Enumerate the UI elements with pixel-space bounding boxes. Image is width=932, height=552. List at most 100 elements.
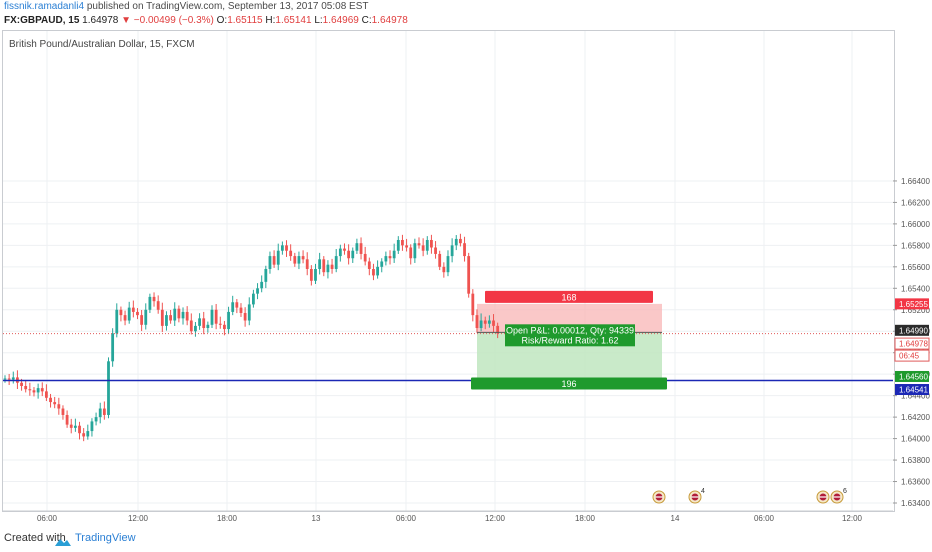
candle bbox=[450, 238, 454, 263]
candle bbox=[372, 263, 375, 281]
publish-text: published on TradingView.com, September … bbox=[86, 1, 369, 12]
ohlc-bar: FX:GBPAUD, 15 1.64978 ▼ −0.00499 (−0.3%)… bbox=[4, 15, 408, 26]
stop-label-bg bbox=[485, 290, 653, 303]
axis-current-tag-bg bbox=[894, 337, 930, 350]
event-marker: 6 bbox=[830, 488, 847, 504]
candle bbox=[165, 311, 168, 331]
author-link[interactable]: fissnik.ramadanli4 bbox=[4, 1, 85, 12]
axis-entry-tag-bg bbox=[895, 324, 929, 336]
candle bbox=[434, 241, 437, 259]
candle bbox=[347, 244, 351, 265]
candle-body bbox=[78, 425, 81, 434]
candle-body bbox=[442, 266, 446, 273]
flag-icon-stripe bbox=[691, 496, 699, 498]
candle bbox=[173, 302, 177, 326]
candle bbox=[413, 238, 417, 263]
candle bbox=[351, 247, 355, 263]
candle bbox=[309, 265, 313, 286]
x-tick-label: 14 bbox=[671, 514, 680, 523]
axis-stop-tag-bg bbox=[895, 298, 929, 310]
tradingview-link[interactable]: TradingView bbox=[75, 532, 136, 544]
grid-lines bbox=[3, 31, 893, 511]
candle-body bbox=[24, 385, 28, 390]
candle bbox=[119, 306, 123, 322]
candle-body bbox=[49, 397, 52, 403]
candle-body bbox=[492, 320, 495, 326]
x-tick-label: 06:00 bbox=[396, 514, 417, 523]
candle bbox=[343, 243, 346, 255]
candle bbox=[11, 371, 15, 384]
pnl-text: Open P&L: 0.00012, Qty: 94339 bbox=[506, 325, 634, 335]
open-label: O: bbox=[216, 15, 228, 26]
candle-body bbox=[173, 308, 177, 321]
event-marker: 4 bbox=[688, 488, 705, 504]
candle-body bbox=[90, 421, 94, 432]
candle bbox=[202, 311, 206, 335]
axis-countdown-tag: 06:45 bbox=[894, 349, 930, 362]
candle bbox=[483, 316, 487, 330]
candle-body bbox=[376, 266, 379, 276]
candle bbox=[144, 303, 148, 330]
candle bbox=[355, 238, 359, 254]
y-axis: 1.66400 1.66200 1.66000 1.65800 1.65600 1.654… bbox=[893, 177, 930, 508]
candle-body bbox=[355, 243, 359, 251]
candle-body bbox=[165, 315, 168, 326]
price-change: −0.00499 (−0.3%) bbox=[133, 15, 214, 26]
candle-body bbox=[487, 320, 491, 324]
candle bbox=[86, 424, 90, 440]
candle-body bbox=[148, 296, 152, 310]
candle bbox=[401, 234, 404, 251]
candle bbox=[479, 313, 483, 332]
candle bbox=[243, 307, 247, 327]
candle-body bbox=[82, 433, 86, 437]
candle-body bbox=[115, 309, 119, 334]
candle-body bbox=[285, 245, 288, 251]
candle bbox=[252, 289, 255, 308]
candle-body bbox=[459, 238, 462, 244]
candle bbox=[421, 238, 425, 257]
candle bbox=[210, 305, 214, 329]
axis-current-tag: 1.64978 bbox=[894, 337, 930, 350]
y-tick-label: 1.64400 bbox=[901, 392, 930, 401]
candle bbox=[305, 252, 309, 276]
candle bbox=[78, 421, 81, 440]
axis-current-tag-text: 1.64978 bbox=[899, 340, 928, 349]
close-value: 1.64978 bbox=[371, 15, 408, 26]
axis-target-tag: 1.64560 bbox=[895, 370, 929, 382]
candle bbox=[318, 252, 322, 275]
candle bbox=[127, 301, 131, 324]
candle-body bbox=[202, 318, 206, 329]
candle-body bbox=[260, 281, 264, 289]
x-tick-label: 12:00 bbox=[128, 514, 149, 523]
candle-body bbox=[185, 311, 189, 321]
candle-body bbox=[127, 307, 131, 321]
candle-body bbox=[388, 256, 392, 259]
candle-body bbox=[496, 325, 500, 334]
flag-icon-stripe bbox=[819, 496, 827, 498]
axis-hline-tag: 1.64541 bbox=[895, 384, 929, 396]
position-labels: 168 Open P&L: 0.00012, Qty: 94339Risk/Rew… bbox=[471, 290, 667, 390]
candle bbox=[280, 241, 284, 255]
candle-body bbox=[401, 239, 404, 246]
candle-body bbox=[297, 256, 301, 264]
candle-body bbox=[430, 239, 433, 248]
event-count: 4 bbox=[701, 488, 705, 495]
candle-body bbox=[322, 259, 326, 273]
x-tick-label: 18:00 bbox=[575, 514, 596, 523]
candle bbox=[326, 260, 330, 279]
candle-body bbox=[40, 388, 44, 392]
candle-body bbox=[467, 256, 471, 294]
y-tick-label: 1.63800 bbox=[901, 456, 930, 465]
candle bbox=[223, 320, 226, 336]
candle-body bbox=[231, 302, 235, 312]
candle-body bbox=[272, 256, 276, 265]
candle-body bbox=[318, 259, 322, 269]
candle bbox=[102, 401, 106, 420]
candle-body bbox=[413, 243, 417, 259]
candle bbox=[359, 237, 363, 260]
candle-body bbox=[396, 239, 400, 251]
candle-body bbox=[210, 309, 214, 325]
candle bbox=[53, 396, 57, 409]
